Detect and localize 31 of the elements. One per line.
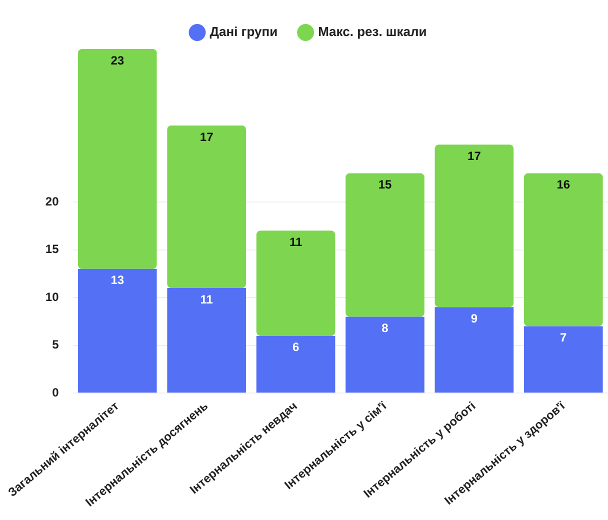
bar [167, 288, 246, 393]
y-tick-label: 10 [45, 290, 60, 304]
data-label: 17 [200, 130, 214, 144]
bar [78, 268, 157, 393]
y-tick-label: 0 [52, 385, 60, 400]
data-label: 9 [470, 311, 478, 326]
bar [434, 307, 514, 393]
data-label: 11 [200, 292, 214, 306]
bar [167, 125, 246, 288]
data-label: 15 [378, 178, 392, 192]
bar [524, 173, 603, 326]
data-label: 16 [556, 178, 570, 192]
bar [78, 49, 157, 269]
data-label: 11 [289, 234, 302, 249]
data-label: 13 [110, 273, 124, 288]
bar [256, 230, 336, 336]
data-label: 7 [560, 330, 568, 345]
legend-label: Дані групи [210, 24, 278, 40]
y-tick-label: 20 [45, 194, 60, 208]
data-label: 6 [292, 340, 300, 354]
y-tick-label: 15 [45, 242, 60, 256]
legend-label: Макс. рез. шкали [318, 24, 427, 40]
bar [524, 326, 603, 393]
data-label: 8 [382, 321, 389, 336]
bar [256, 336, 336, 393]
bar [346, 316, 424, 393]
bar [346, 173, 424, 317]
y-tick-label: 5 [52, 338, 60, 352]
data-label: 17 [468, 148, 482, 163]
bar [434, 144, 514, 308]
data-label: 23 [110, 53, 124, 68]
